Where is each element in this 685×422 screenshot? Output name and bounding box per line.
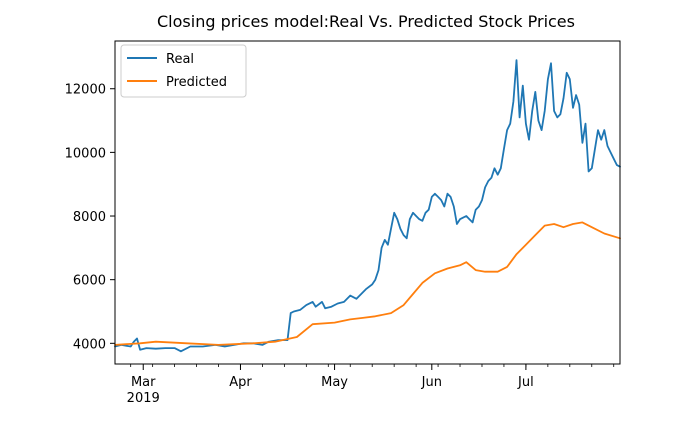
x-tick-sublabel: 2019 — [127, 391, 160, 406]
legend: Real Predicted — [120, 44, 247, 98]
x-tick-label: Apr — [229, 375, 252, 390]
x-tick-label: Jul — [517, 375, 534, 390]
y-tick-label: 10000 — [65, 146, 106, 161]
y-tick-label: 8000 — [73, 210, 106, 225]
plot-area — [114, 59, 621, 353]
y-tick-label: 6000 — [73, 274, 106, 289]
x-tick-label: May — [321, 375, 348, 390]
x-tick-label: Jun — [421, 375, 442, 390]
x-tick-label: Mar — [131, 375, 156, 390]
chart-title: Closing prices model:Real Vs. Predicted … — [157, 12, 575, 31]
legend-label-predicted: Predicted — [166, 75, 227, 90]
axes-frame — [114, 40, 621, 365]
legend-label-real: Real — [166, 52, 194, 67]
series-line-predicted — [114, 221, 621, 346]
y-tick-label: 12000 — [65, 83, 106, 98]
series-line-real — [114, 59, 621, 353]
y-tick-label: 4000 — [73, 337, 106, 352]
